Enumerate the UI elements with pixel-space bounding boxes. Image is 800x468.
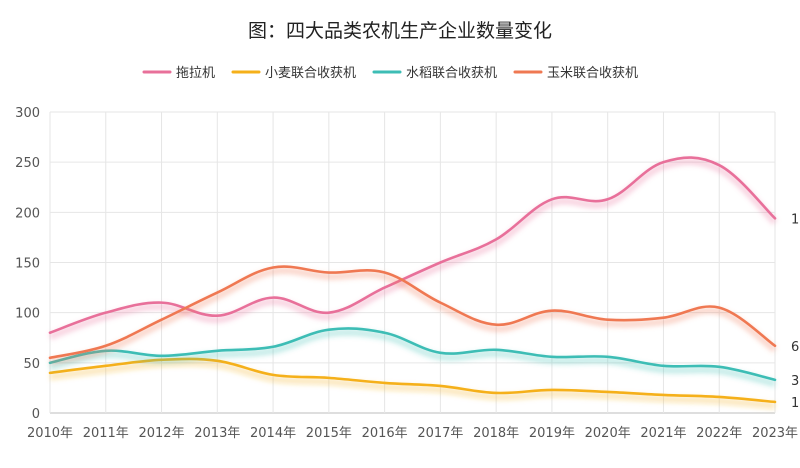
x-tick-label: 2015年 [306,426,352,441]
x-tick-label: 2022年 [696,426,742,441]
x-tick-label: 2018年 [473,426,519,441]
legend-label: 小麦联合收获机 [265,66,356,81]
y-tick-label: 150 [15,257,40,272]
y-tick-label: 200 [15,206,40,221]
y-tick-label: 300 [15,106,40,121]
x-tick-label: 2010年 [27,426,73,441]
chart-title: 图：四大品类农机生产企业数量变化 [248,20,552,42]
y-tick-label: 250 [15,156,40,171]
x-tick-label: 2023年 [752,426,798,441]
x-axis-ticks: 2010年 2011年 2012年 2013年 2014年 2015年 2016年 2017年… [27,426,798,441]
y-tick-label: 0 [32,407,40,422]
x-tick-label: 2014年 [250,426,296,441]
series-line-2 [48,327,777,382]
x-tick-label: 2011年 [83,426,129,441]
end-value-label: 194 [791,212,800,227]
end-labels: 194 11 33 67 [791,212,800,411]
end-value-label: 67 [791,340,800,355]
x-tick-label: 2021年 [640,426,686,441]
x-tick-label: 2016年 [362,426,408,441]
series-shadow [48,158,778,341]
x-tick-label: 2019年 [529,426,575,441]
series-shadow [49,328,776,388]
legend-label: 水稻联合收获机 [406,66,497,81]
series-line-3 [48,265,777,360]
end-value-label: 33 [791,374,800,389]
y-tick-label: 100 [15,307,40,322]
x-tick-label: 2012年 [138,426,184,441]
end-value-label: 11 [791,396,800,411]
series-shadow [49,267,778,366]
legend-label: 玉米联合收获机 [547,66,638,81]
legend-label: 拖拉机 [176,66,215,81]
series-line-0 [48,156,777,335]
x-tick-label: 2020年 [585,426,631,441]
y-tick-label: 50 [23,357,40,372]
x-tick-label: 2013年 [194,426,240,441]
legend: 拖拉机 小麦联合收获机 水稻联合收获机 玉米联合收获机 [142,66,638,81]
y-axis-ticks: 0 50 100 150 200 250 300 [15,106,40,422]
series-lines [48,156,778,410]
x-tick-label: 2017年 [417,426,463,441]
series-shadow [49,359,776,410]
